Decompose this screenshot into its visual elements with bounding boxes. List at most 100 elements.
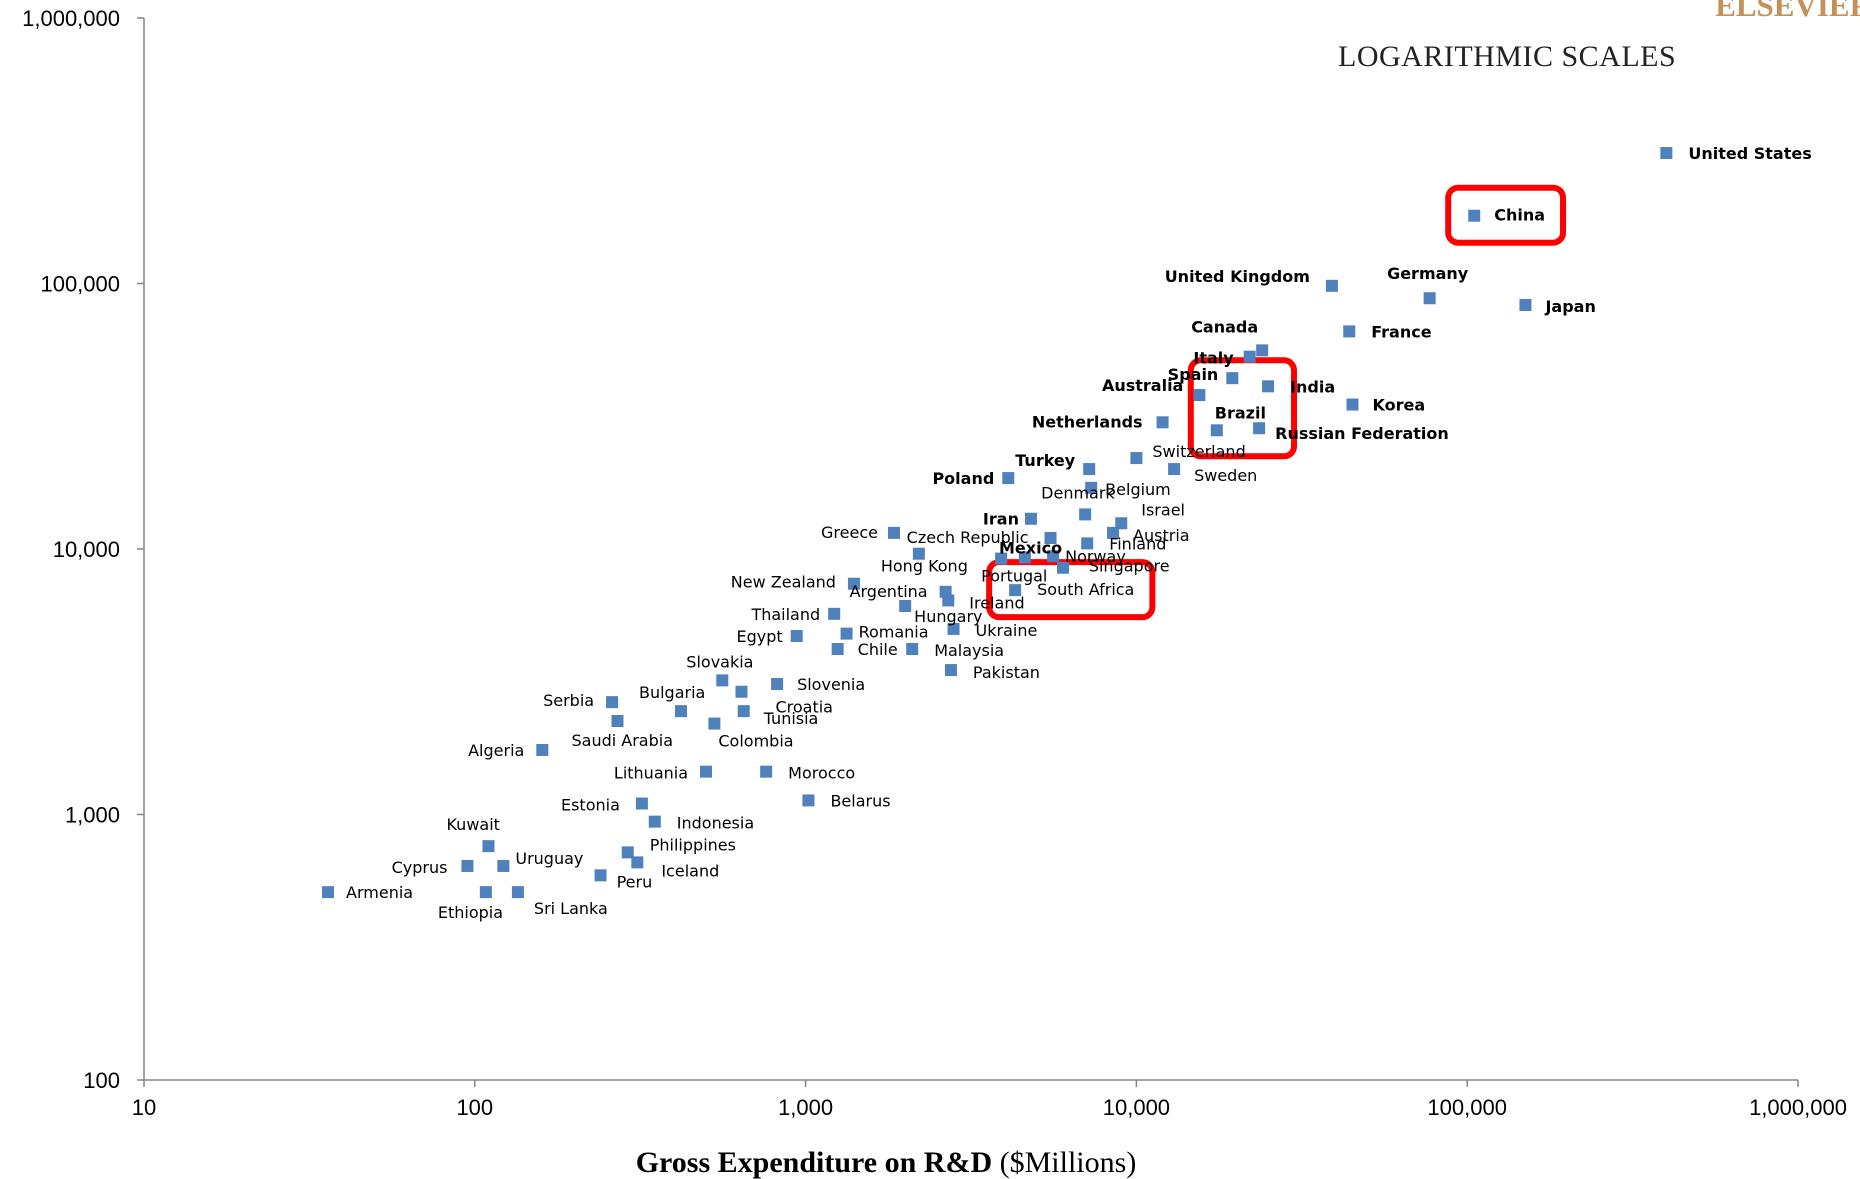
point-label: Poland [932, 469, 994, 488]
brand-logo-text: ELSEVIER [1715, 0, 1860, 23]
data-point [790, 630, 803, 643]
point-label: Slovakia [686, 652, 753, 671]
point-label: Singapore [1089, 556, 1170, 575]
point-label: Sri Lanka [534, 899, 608, 918]
data-point [536, 743, 549, 756]
point-labels: United States China Japan Germany United Kin… [346, 144, 1812, 922]
point-label: Indonesia [677, 814, 754, 833]
point-label: United States [1688, 144, 1811, 163]
x-axis-title: Gross Expenditure on R&D ($Millions) [636, 1146, 1137, 1179]
data-point [840, 627, 853, 640]
point-label: Colombia [718, 732, 793, 751]
x-axis-title-units: ($Millions) [992, 1146, 1136, 1179]
y-tick-label: 1,000 [65, 803, 120, 828]
point-label: United Kingdom [1165, 267, 1310, 286]
data-point [1343, 325, 1356, 338]
data-point [906, 643, 919, 656]
point-label: Slovenia [797, 675, 865, 694]
point-label: Denmark [1041, 483, 1115, 502]
data-point [1156, 416, 1169, 429]
data-point [1226, 372, 1239, 385]
data-point [606, 696, 619, 709]
data-point [1256, 344, 1269, 357]
point-label: Germany [1387, 264, 1469, 283]
data-point [497, 859, 510, 872]
point-label: Algeria [468, 741, 524, 760]
data-point [847, 577, 860, 590]
axes: 10 100 1,000 10,000 100,000 1,000,000 100 1,000… [22, 6, 1847, 1120]
point-label: Netherlands [1032, 412, 1143, 431]
point-label: Ukraine [976, 621, 1038, 640]
point-label: Switzerland [1152, 442, 1245, 461]
brand-logo: ELSEVIER [1700, 0, 1860, 30]
data-point [1083, 463, 1096, 476]
point-label: Cyprus [392, 858, 448, 877]
data-point [594, 869, 607, 882]
data-point [482, 840, 495, 853]
data-point [831, 643, 844, 656]
point-label: Croatia [775, 698, 833, 717]
point-label: Bulgaria [639, 683, 705, 702]
data-point [887, 526, 900, 539]
data-point [322, 886, 335, 899]
data-point [1346, 398, 1359, 411]
point-label: Hong Kong [881, 557, 968, 576]
data-point [1057, 561, 1070, 574]
chart-annotation: LOGARITHMIC SCALES [1338, 40, 1676, 73]
data-point [1519, 298, 1532, 311]
y-tick-label: 1,000,000 [22, 6, 120, 31]
point-label: Belarus [830, 791, 890, 810]
data-point [1660, 147, 1673, 160]
data-point [947, 622, 960, 635]
data-point [1423, 292, 1436, 305]
point-label: Czech Republic [907, 528, 1029, 547]
data-point [944, 664, 957, 677]
point-label: Australia [1102, 376, 1183, 395]
point-label: Iran [983, 510, 1019, 529]
point-label: Japan [1544, 297, 1595, 316]
highlight-box [1187, 357, 1298, 460]
data-point [1130, 452, 1143, 465]
x-tick-label: 1,000 [778, 1095, 833, 1120]
y-tick-label: 100 [83, 1068, 120, 1093]
data-point [1325, 279, 1338, 292]
point-label: South Africa [1037, 580, 1134, 599]
data-point [479, 886, 492, 899]
point-label: Korea [1372, 396, 1425, 415]
point-label: Romania [859, 623, 929, 642]
data-point [735, 685, 748, 698]
point-label: Turkey [1015, 451, 1076, 470]
point-label: Israel [1141, 500, 1185, 519]
data-point [1193, 389, 1206, 402]
data-point [1107, 526, 1120, 539]
data-point [1044, 532, 1057, 545]
data-point [1115, 517, 1128, 530]
point-label: India [1290, 377, 1335, 396]
data-point [621, 846, 634, 859]
point-label: Lithuania [614, 764, 688, 783]
data-point [631, 856, 644, 869]
data-point [899, 599, 912, 612]
data-point [828, 607, 841, 620]
point-label: Mexico [999, 539, 1062, 558]
data-point [611, 714, 624, 727]
point-label: Norway [1065, 547, 1126, 566]
point-label: Spain [1168, 365, 1219, 384]
data-point [1262, 380, 1275, 393]
highlight-box [1445, 184, 1567, 246]
point-label: Chile [858, 640, 898, 659]
x-tick-label: 100 [456, 1095, 493, 1120]
data-point [912, 547, 925, 560]
data-point [760, 765, 773, 778]
x-tick-label: 10 [132, 1095, 156, 1120]
data-point [1085, 481, 1098, 494]
point-label: Thailand [750, 605, 820, 624]
data-point [771, 678, 784, 691]
data-point [700, 765, 713, 778]
point-label: Peru [617, 872, 653, 891]
point-label: Italy [1193, 349, 1234, 368]
point-label: Saudi Arabia [571, 731, 673, 750]
point-label: Sweden [1194, 466, 1257, 485]
point-label: Morocco [788, 764, 855, 783]
